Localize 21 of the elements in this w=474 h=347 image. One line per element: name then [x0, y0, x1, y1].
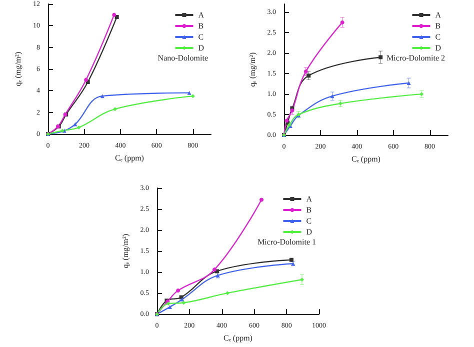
legend-label: C: [306, 216, 312, 226]
legend-label: C: [198, 32, 204, 42]
legend-label: B: [198, 22, 204, 30]
legend-label: C: [435, 32, 441, 42]
legend-label: D: [435, 44, 442, 52]
legend-label: A: [306, 194, 312, 204]
legend-label: B: [306, 206, 312, 214]
y-axis-title: qₑ (mg/m²): [248, 52, 257, 87]
y-axis-title: qₑ (mg/m²): [14, 51, 23, 86]
annotation: Micro-Dolomite 2: [386, 54, 446, 62]
annotation: Micro-Dolomite 1: [258, 238, 316, 246]
y-axis-title: qₑ (mg/m²): [120, 233, 130, 268]
x-axis-title: Cₑ (ppm): [224, 334, 253, 342]
legend-label: B: [435, 22, 441, 30]
legend-label: A: [198, 10, 204, 20]
x-axis-title: Cₑ (ppm): [115, 153, 144, 162]
legend-label: A: [435, 10, 442, 20]
legend-label: D: [198, 44, 204, 52]
legend-label: D: [306, 228, 312, 236]
annotation: Nano-Dolomite: [158, 54, 208, 62]
x-axis-title: Cₑ (ppm): [352, 154, 381, 164]
